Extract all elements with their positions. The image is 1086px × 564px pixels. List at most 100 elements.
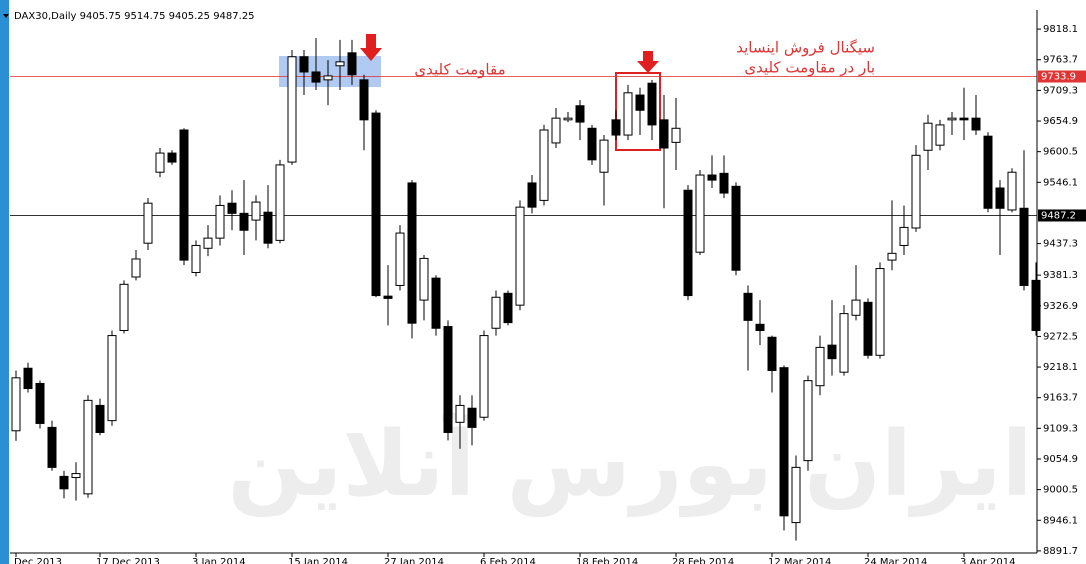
candle-body: [168, 153, 176, 162]
candle-body: [660, 120, 668, 148]
candle-body: [948, 118, 956, 120]
candle-body: [792, 467, 800, 522]
y-tick-label: 9109.3: [1043, 423, 1078, 434]
candle-body: [348, 53, 356, 75]
candle-body: [924, 123, 932, 150]
x-tick-label: 3 Apr 2014: [960, 557, 1015, 564]
candle-body: [48, 427, 56, 467]
candle-body: [816, 347, 824, 385]
candle-body: [492, 297, 500, 328]
candle-body: [324, 76, 332, 80]
candle-body: [744, 293, 752, 320]
candle-body: [336, 62, 344, 66]
x-tick-label: 28 Feb 2014: [672, 557, 734, 564]
candle-body: [420, 258, 428, 300]
candle-body: [684, 190, 692, 295]
y-tick-label: 9054.9: [1043, 454, 1078, 465]
annotation: بار در مقاومت کلیدی: [744, 59, 875, 77]
candle-body: [72, 474, 80, 478]
candle-body: [144, 203, 152, 243]
candle-body: [864, 302, 872, 355]
candle-body: [840, 314, 848, 373]
candle-body: [216, 205, 224, 238]
candle-body: [180, 130, 188, 260]
price-label: 9733.9: [1041, 72, 1076, 83]
candle-body: [960, 118, 968, 120]
candle-body: [600, 140, 608, 172]
candle-body: [468, 408, 476, 427]
y-tick-label: 8891.7: [1043, 546, 1078, 557]
y-tick-label: 9709.3: [1043, 85, 1078, 96]
candle-body: [624, 93, 632, 135]
candle-body: [612, 120, 620, 135]
candle-body: [996, 188, 1004, 208]
candle-body: [900, 227, 908, 245]
candle-body: [888, 253, 896, 260]
candle-body: [156, 153, 164, 172]
candle-body: [252, 202, 260, 220]
candle-body: [636, 95, 644, 110]
annotation: مقاومت کلیدی: [414, 61, 505, 79]
candle-body: [312, 72, 320, 82]
x-tick-label: 24 Mar 2014: [864, 557, 927, 564]
candle-body: [564, 118, 572, 120]
candle-body: [852, 300, 860, 315]
candle-body: [444, 327, 452, 433]
x-tick-label: 3 Jan 2014: [192, 557, 246, 564]
candle-body: [372, 113, 380, 296]
candle-body: [876, 269, 884, 356]
candle-body: [540, 130, 548, 200]
candle-body: [780, 368, 788, 516]
candle-body: [396, 233, 404, 285]
frame-edge: [0, 0, 9, 564]
y-tick-label: 9000.5: [1043, 485, 1078, 496]
candle-body: [1020, 208, 1028, 285]
candle-body: [264, 212, 272, 243]
x-tick-label: 18 Feb 2014: [576, 557, 638, 564]
candle-body: [768, 337, 776, 370]
x-tick-label: 17 Dec 2013: [96, 557, 160, 564]
y-tick-label: 9218.1: [1043, 362, 1078, 373]
candle-body: [552, 118, 560, 143]
candle-body: [240, 213, 248, 230]
y-tick-label: 9546.1: [1043, 177, 1078, 188]
candle-body: [912, 155, 920, 228]
candle-body: [708, 175, 716, 180]
candle-body: [732, 186, 740, 270]
candle-body: [828, 345, 836, 359]
candle-body: [360, 80, 368, 120]
x-tick-label: 6 Feb 2014: [480, 557, 536, 564]
y-tick-label: 9326.9: [1043, 301, 1078, 312]
chart: ایران بورس آنلاین مقاومت کلیدی سیگنال فر…: [0, 0, 1086, 564]
candle-body: [96, 405, 104, 432]
candle-body: [384, 296, 392, 298]
y-tick-label: 9381.3: [1043, 270, 1078, 281]
candle-body: [972, 118, 980, 130]
watermark: ایران بورس آنلاین: [228, 409, 1033, 517]
candle-body: [588, 128, 596, 160]
x-tick-label: 12 Mar 2014: [768, 557, 831, 564]
candle-body: [24, 368, 32, 388]
y-tick-label: 9272.5: [1043, 331, 1078, 342]
candle-body: [276, 165, 284, 240]
y-tick-label: 9163.7: [1043, 393, 1078, 404]
candle-body: [408, 183, 416, 323]
candle-body: [120, 284, 128, 330]
candle-body: [456, 405, 464, 422]
candle-body: [804, 381, 812, 461]
candle-body: [936, 125, 944, 145]
candle-body: [204, 238, 212, 248]
annotation: سیگنال فروش اینساید: [736, 39, 875, 57]
x-tick-label: Dec 2013: [14, 557, 62, 564]
y-tick-label: 9654.9: [1043, 116, 1078, 127]
candle-body: [672, 128, 680, 142]
y-tick-label: 8946.1: [1043, 515, 1078, 526]
candle-body: [228, 203, 236, 213]
candle-body: [300, 57, 308, 72]
candle-body: [288, 57, 296, 162]
candle-body: [36, 383, 44, 423]
candle-body: [576, 106, 584, 122]
y-tick-label: 9437.3: [1043, 239, 1078, 250]
candle-body: [504, 293, 512, 322]
candle-body: [696, 175, 704, 252]
